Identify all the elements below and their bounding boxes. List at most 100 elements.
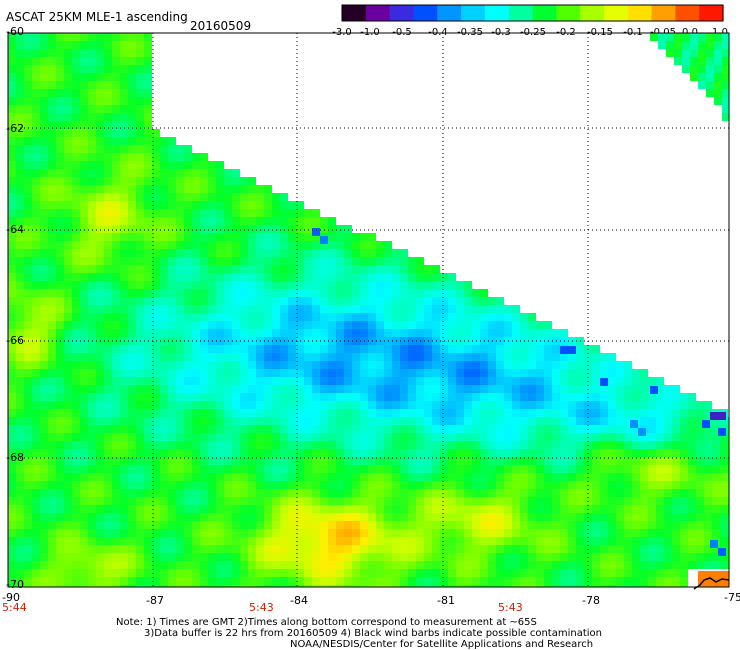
map-cell bbox=[176, 201, 184, 209]
map-cell bbox=[296, 409, 304, 417]
map-cell bbox=[448, 289, 456, 297]
map-cell bbox=[704, 473, 712, 481]
map-cell bbox=[472, 353, 480, 361]
map-cell bbox=[384, 401, 392, 409]
map-cell bbox=[216, 545, 224, 553]
map-cell bbox=[568, 481, 576, 489]
map-cell bbox=[176, 361, 184, 369]
map-cell bbox=[304, 257, 312, 265]
map-cell bbox=[552, 425, 560, 433]
map-cell bbox=[608, 457, 616, 465]
map-cell bbox=[80, 425, 88, 433]
map-cell bbox=[168, 497, 176, 505]
map-cell bbox=[512, 385, 520, 393]
map-cell bbox=[32, 457, 40, 465]
map-cell bbox=[360, 449, 368, 457]
map-cell bbox=[24, 161, 32, 169]
map-cell bbox=[400, 497, 408, 505]
map-cell bbox=[288, 305, 296, 313]
map-cell bbox=[304, 521, 312, 529]
map-cell bbox=[552, 353, 560, 361]
map-cell bbox=[672, 489, 680, 497]
map-cell bbox=[248, 409, 256, 417]
map-cell bbox=[336, 481, 344, 489]
map-cell bbox=[48, 529, 56, 537]
map-cell bbox=[312, 305, 320, 313]
map-cell bbox=[56, 49, 64, 57]
map-cell bbox=[112, 417, 120, 425]
map-cell bbox=[96, 153, 104, 161]
map-cell bbox=[416, 465, 424, 473]
map-cell bbox=[400, 545, 408, 553]
map-cell bbox=[184, 433, 192, 441]
map-cell bbox=[240, 521, 248, 529]
map-cell bbox=[200, 497, 208, 505]
map-cell bbox=[264, 281, 272, 289]
map-cell bbox=[304, 361, 312, 369]
map-cell bbox=[704, 553, 712, 561]
map-cell bbox=[200, 225, 208, 233]
map-cell bbox=[16, 65, 24, 73]
map-cell bbox=[416, 457, 424, 465]
map-cell bbox=[352, 393, 360, 401]
map-cell bbox=[392, 369, 400, 377]
map-cell bbox=[688, 457, 696, 465]
map-cell bbox=[560, 433, 568, 441]
map-cell bbox=[680, 529, 688, 537]
map-cell bbox=[448, 305, 456, 313]
map-cell bbox=[408, 345, 416, 353]
map-cell bbox=[416, 369, 424, 377]
map-cell bbox=[40, 233, 48, 241]
map-cell bbox=[488, 361, 496, 369]
map-cell bbox=[80, 481, 88, 489]
map-cell bbox=[504, 449, 512, 457]
map-cell bbox=[496, 321, 504, 329]
map-cell bbox=[64, 393, 72, 401]
map-cell bbox=[632, 577, 640, 585]
map-cell bbox=[664, 529, 672, 537]
map-cell bbox=[512, 361, 520, 369]
map-cell bbox=[456, 313, 464, 321]
map-cell bbox=[128, 281, 136, 289]
map-cell bbox=[256, 345, 264, 353]
map-cell bbox=[232, 289, 240, 297]
map-cell bbox=[496, 529, 504, 537]
map-cell bbox=[160, 209, 168, 217]
map-cell bbox=[384, 473, 392, 481]
map-cell bbox=[280, 393, 288, 401]
map-cell bbox=[336, 513, 344, 521]
map-cell bbox=[432, 497, 440, 505]
map-cell bbox=[16, 257, 24, 265]
map-cell bbox=[360, 585, 368, 587]
map-cell bbox=[552, 329, 560, 337]
map-cell bbox=[472, 521, 480, 529]
map-cell bbox=[32, 553, 40, 561]
map-cell bbox=[722, 97, 729, 105]
map-cell bbox=[104, 249, 112, 257]
map-cell bbox=[624, 513, 632, 521]
map-cell bbox=[88, 465, 96, 473]
map-cell bbox=[216, 353, 224, 361]
map-cell bbox=[368, 553, 376, 561]
map-cell bbox=[480, 529, 488, 537]
map-cell bbox=[280, 417, 288, 425]
map-cell bbox=[328, 457, 336, 465]
map-cell bbox=[168, 529, 176, 537]
map-cell bbox=[104, 193, 112, 201]
map-cell bbox=[416, 265, 424, 273]
map-cell bbox=[160, 569, 168, 577]
map-cell bbox=[120, 393, 128, 401]
map-cell bbox=[368, 497, 376, 505]
map-cell bbox=[544, 457, 552, 465]
map-cell bbox=[344, 289, 352, 297]
map-cell bbox=[656, 585, 664, 587]
map-cell bbox=[632, 505, 640, 513]
map-cell bbox=[344, 225, 352, 233]
map-cell bbox=[24, 553, 32, 561]
map-cell bbox=[192, 433, 200, 441]
map-cell bbox=[264, 201, 272, 209]
map-cell bbox=[352, 361, 360, 369]
map-cell bbox=[224, 241, 232, 249]
map-cell bbox=[408, 569, 416, 577]
map-cell bbox=[368, 249, 376, 257]
